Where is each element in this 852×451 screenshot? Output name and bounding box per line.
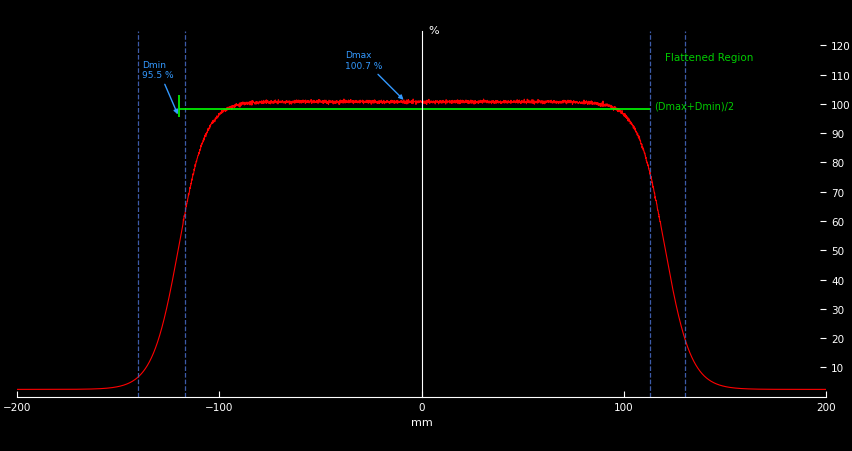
- Text: (Dmax+Dmin)/2: (Dmax+Dmin)/2: [654, 101, 734, 111]
- Text: Flattened Region: Flattened Region: [665, 53, 753, 63]
- X-axis label: mm: mm: [411, 417, 433, 427]
- Y-axis label: %: %: [429, 26, 439, 36]
- Text: Dmax
100.7 %: Dmax 100.7 %: [345, 51, 402, 100]
- Text: Dmin
95.5 %: Dmin 95.5 %: [142, 60, 177, 114]
